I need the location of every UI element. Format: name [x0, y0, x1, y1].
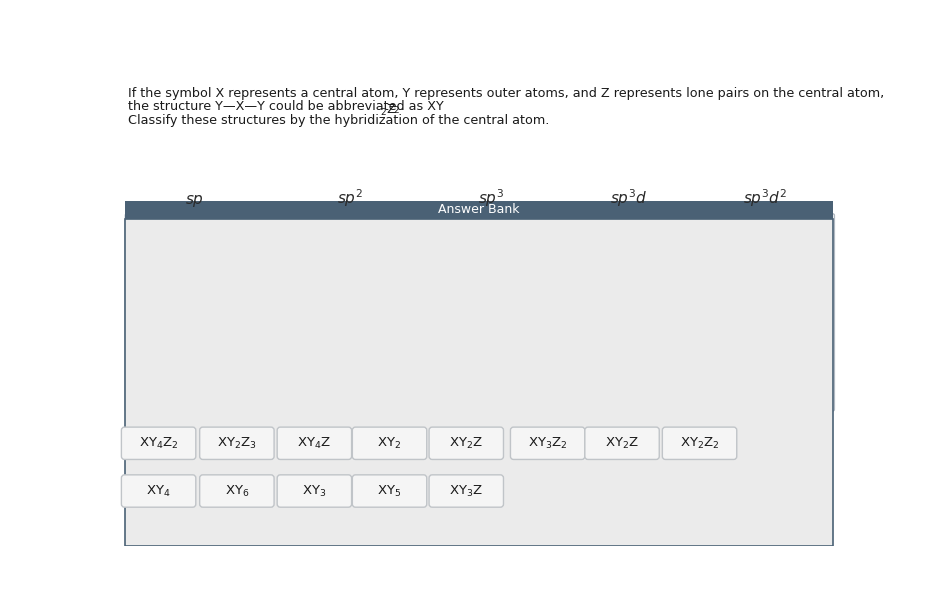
Text: $\mathregular{XY_{3}Z_{2}}$: $\mathregular{XY_{3}Z_{2}}$	[528, 436, 568, 451]
Text: $\mathregular{_2}$Z: $\mathregular{_2}$Z	[380, 103, 397, 118]
Text: If the symbol X represents a central atom, Y represents outer atoms, and Z repre: If the symbol X represents a central ato…	[128, 87, 884, 99]
Text: $\mathregular{XY_{2}Z_{3}}$: $\mathregular{XY_{2}Z_{3}}$	[217, 436, 257, 451]
Text: the structure Y—X—Y could be abbreviated as XY: the structure Y—X—Y could be abbreviated…	[128, 100, 445, 113]
Text: $\mathregular{XY_{3}Z}$: $\mathregular{XY_{3}Z}$	[449, 483, 483, 499]
Text: $\mathregular{XY_{2}Z_{2}}$: $\mathregular{XY_{2}Z_{2}}$	[680, 436, 719, 451]
FancyBboxPatch shape	[352, 427, 427, 459]
FancyBboxPatch shape	[511, 427, 585, 459]
Text: $\mathregular{XY_{2}Z}$: $\mathregular{XY_{2}Z}$	[449, 436, 483, 451]
FancyBboxPatch shape	[200, 427, 274, 459]
Text: $\it{sp}^{3}\it{d}$: $\it{sp}^{3}\it{d}$	[610, 187, 647, 209]
FancyBboxPatch shape	[125, 214, 264, 411]
Text: $\mathregular{XY_{4}Z}$: $\mathregular{XY_{4}Z}$	[297, 436, 332, 451]
Text: $\mathregular{XY_{5}}$: $\mathregular{XY_{5}}$	[377, 483, 402, 499]
FancyBboxPatch shape	[559, 214, 698, 411]
FancyBboxPatch shape	[429, 475, 503, 507]
Text: $\mathregular{XY_{2}Z}$: $\mathregular{XY_{2}Z}$	[605, 436, 639, 451]
FancyBboxPatch shape	[352, 475, 427, 507]
FancyBboxPatch shape	[422, 214, 560, 411]
FancyBboxPatch shape	[585, 427, 659, 459]
Text: $\it{sp}$: $\it{sp}$	[185, 193, 205, 209]
FancyBboxPatch shape	[429, 427, 503, 459]
Text: $\mathregular{XY_{3}}$: $\mathregular{XY_{3}}$	[303, 483, 327, 499]
Text: $\it{sp}^{3}$: $\it{sp}^{3}$	[478, 187, 504, 209]
FancyBboxPatch shape	[200, 475, 274, 507]
FancyBboxPatch shape	[662, 427, 737, 459]
Text: $\mathregular{_2}$.: $\mathregular{_2}$.	[392, 103, 403, 116]
Text: Classify these structures by the hybridization of the central atom.: Classify these structures by the hybridi…	[128, 114, 550, 128]
Text: $\mathregular{XY_{2}}$: $\mathregular{XY_{2}}$	[377, 436, 402, 451]
FancyBboxPatch shape	[696, 214, 834, 411]
FancyBboxPatch shape	[121, 427, 196, 459]
Text: $\it{sp}^{2}$: $\it{sp}^{2}$	[337, 187, 363, 209]
FancyBboxPatch shape	[277, 427, 351, 459]
Text: $\mathregular{XY_{4}}$: $\mathregular{XY_{4}}$	[147, 483, 171, 499]
Text: $\it{sp}^{3}\it{d}^{2}$: $\it{sp}^{3}\it{d}^{2}$	[743, 187, 787, 209]
FancyBboxPatch shape	[281, 214, 419, 411]
Text: Answer Bank: Answer Bank	[438, 203, 519, 217]
Bar	[124, 219, 833, 546]
Text: $\mathregular{XY_{6}}$: $\mathregular{XY_{6}}$	[224, 483, 249, 499]
FancyBboxPatch shape	[121, 475, 196, 507]
Bar	[124, 201, 833, 219]
FancyBboxPatch shape	[277, 475, 351, 507]
Text: $\mathregular{XY_{4}Z_{2}}$: $\mathregular{XY_{4}Z_{2}}$	[139, 436, 178, 451]
